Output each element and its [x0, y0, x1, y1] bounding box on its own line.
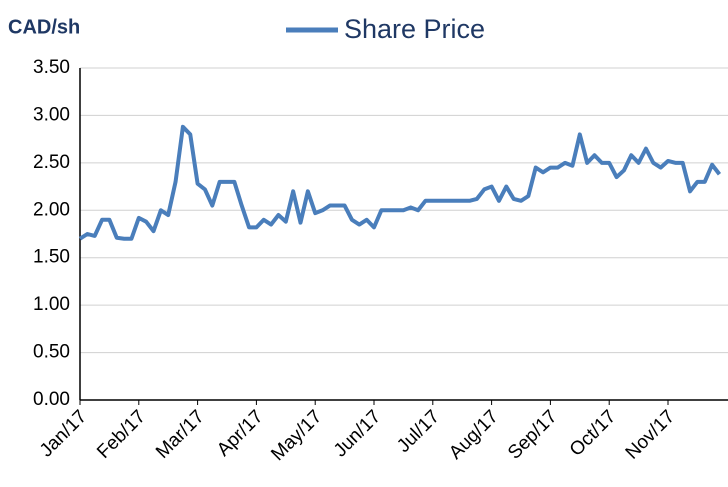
x-tick-label: Jul/17: [393, 406, 444, 457]
x-tick-label: Jan/17: [36, 406, 91, 461]
legend-label: Share Price: [344, 14, 485, 44]
line-series: [78, 124, 722, 241]
y-tick-label: 0.50: [33, 342, 70, 363]
y-tick-label: 3.50: [33, 57, 70, 78]
y-tick-label: 3.00: [33, 104, 70, 125]
y-axis-label: CAD/sh: [8, 16, 80, 38]
x-tick-label: Feb/17: [93, 406, 150, 463]
x-tick-label: Apr/17: [213, 406, 267, 460]
y-tick-label: 0.00: [33, 389, 70, 410]
y-tick-label: 2.00: [33, 199, 70, 220]
y-tick-label: 2.50: [33, 152, 70, 173]
x-tick-label: Sep/17: [504, 406, 561, 463]
x-tick-label: Oct/17: [566, 406, 620, 460]
x-tick-label: Aug/17: [445, 406, 502, 463]
x-tick-label: Nov/17: [622, 406, 679, 463]
y-tick-label: 1.00: [33, 294, 70, 315]
x-tick-label: Mar/17: [152, 406, 209, 463]
x-tick-label: Jun/17: [330, 406, 385, 461]
y-tick-label: 1.50: [33, 247, 70, 268]
x-tick-label: May/17: [267, 406, 326, 465]
